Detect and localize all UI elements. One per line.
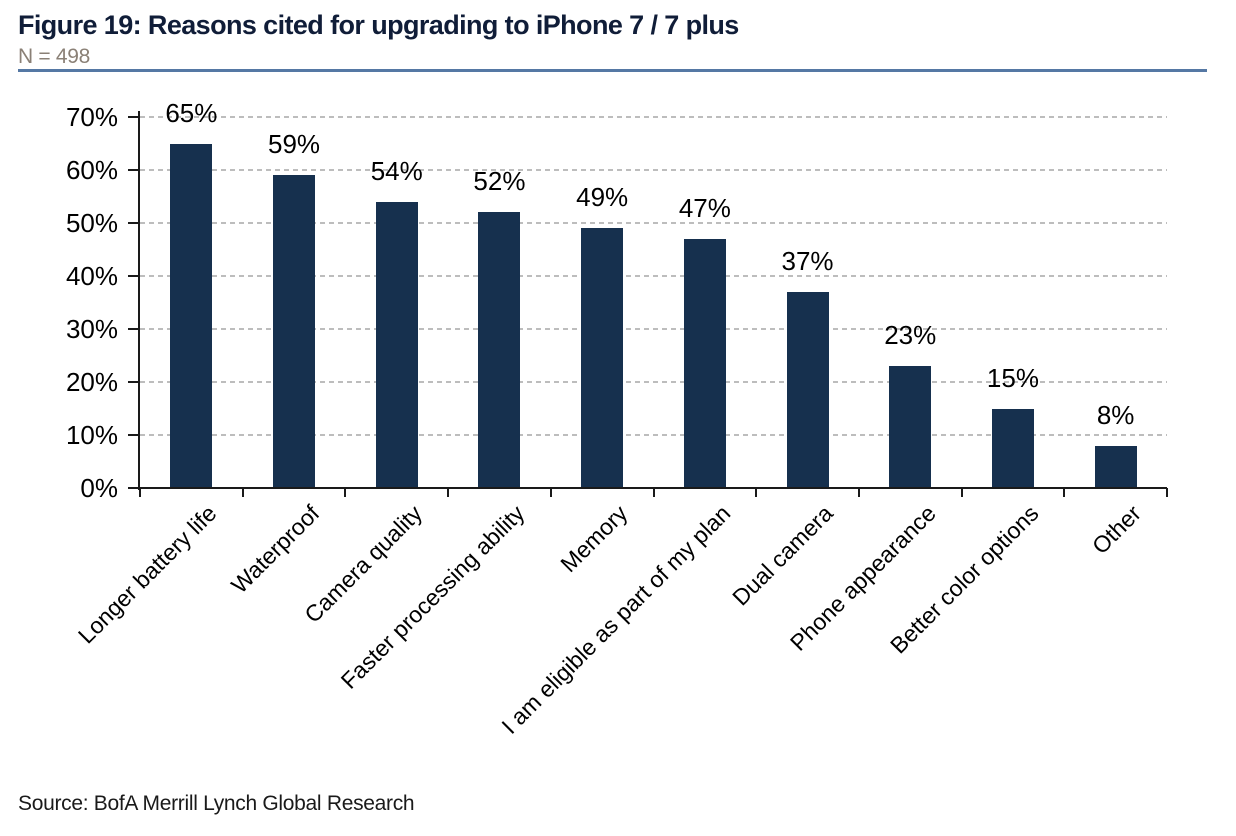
bar-memory: [581, 228, 624, 487]
category-label-waterproof: Waterproof: [226, 500, 325, 599]
value-label-faster-processing-ability: 52%: [473, 166, 526, 197]
y-tick-10: [128, 434, 140, 436]
x-tick-2: [344, 488, 347, 497]
bar-camera-quality: [375, 201, 418, 487]
y-tick-50: [128, 222, 140, 224]
value-label-phone-appearance: 23%: [884, 320, 937, 351]
value-label-better-color-options: 15%: [986, 362, 1039, 393]
y-axis-line: [138, 111, 140, 490]
x-tick-6: [755, 488, 758, 497]
category-label-other: Other: [1086, 500, 1147, 560]
y-tick-60: [128, 169, 140, 171]
x-tick-4: [549, 488, 552, 497]
y-tick-0: [128, 487, 140, 489]
y-tick-40: [128, 275, 140, 277]
x-tick-3: [447, 488, 450, 497]
gridline-50: [140, 222, 1167, 224]
category-label-longer-battery-life: Longer battery life: [73, 500, 222, 649]
y-tick-30: [128, 328, 140, 330]
y-axis-label-70: 70%: [65, 102, 118, 132]
value-label-camera-quality: 54%: [370, 155, 423, 186]
value-label-other: 8%: [1096, 399, 1135, 430]
category-label-faster-processing-ability: Faster processing ability: [336, 500, 530, 694]
y-axis-label-30: 30%: [65, 314, 118, 344]
x-tick-7: [857, 488, 860, 497]
y-axis-label-60: 60%: [65, 155, 118, 185]
bar-better-color-options: [991, 408, 1034, 487]
source-note: Source: BofA Merrill Lynch Global Resear…: [18, 792, 415, 815]
category-label-memory: Memory: [555, 500, 633, 578]
x-tick-1: [241, 488, 244, 497]
value-label-dual-camera: 37%: [781, 245, 834, 276]
bar-longer-battery-life: [170, 143, 213, 487]
y-tick-20: [128, 381, 140, 383]
value-label-i-am-eligible-as-part-of-my-plan: 47%: [678, 192, 731, 223]
value-label-waterproof: 59%: [268, 129, 321, 160]
bar-dual-camera: [786, 291, 829, 487]
y-axis-label-50: 50%: [65, 208, 118, 238]
gridline-10: [140, 434, 1167, 436]
header-rule: [18, 69, 1207, 72]
bar-phone-appearance: [889, 366, 932, 487]
y-axis-label-20: 20%: [65, 367, 118, 397]
figure-title: Figure 19: Reasons cited for upgrading t…: [18, 10, 739, 40]
y-axis-label-0: 0%: [80, 473, 118, 503]
x-tick-10: [1166, 488, 1168, 497]
x-tick-5: [652, 488, 655, 497]
bar-waterproof: [273, 175, 316, 487]
gridline-30: [140, 328, 1167, 330]
x-tick-0: [139, 488, 141, 497]
bar-other: [1094, 445, 1137, 487]
y-tick-70: [128, 116, 140, 118]
x-tick-8: [960, 488, 963, 497]
bar-i-am-eligible-as-part-of-my-plan: [683, 238, 726, 487]
category-label-dual-camera: Dual camera: [727, 500, 838, 611]
bar-faster-processing-ability: [478, 212, 521, 487]
value-label-memory: 49%: [576, 182, 629, 213]
y-axis-label-40: 40%: [65, 261, 118, 291]
gridline-20: [140, 381, 1167, 383]
gridline-60: [140, 169, 1167, 171]
gridline-70: [140, 116, 1167, 118]
gridline-40: [140, 275, 1167, 277]
value-label-longer-battery-life: 65%: [165, 97, 218, 128]
y-axis-label-10: 10%: [65, 420, 118, 450]
sample-size-note: N = 498: [18, 45, 91, 68]
x-tick-9: [1063, 488, 1066, 497]
